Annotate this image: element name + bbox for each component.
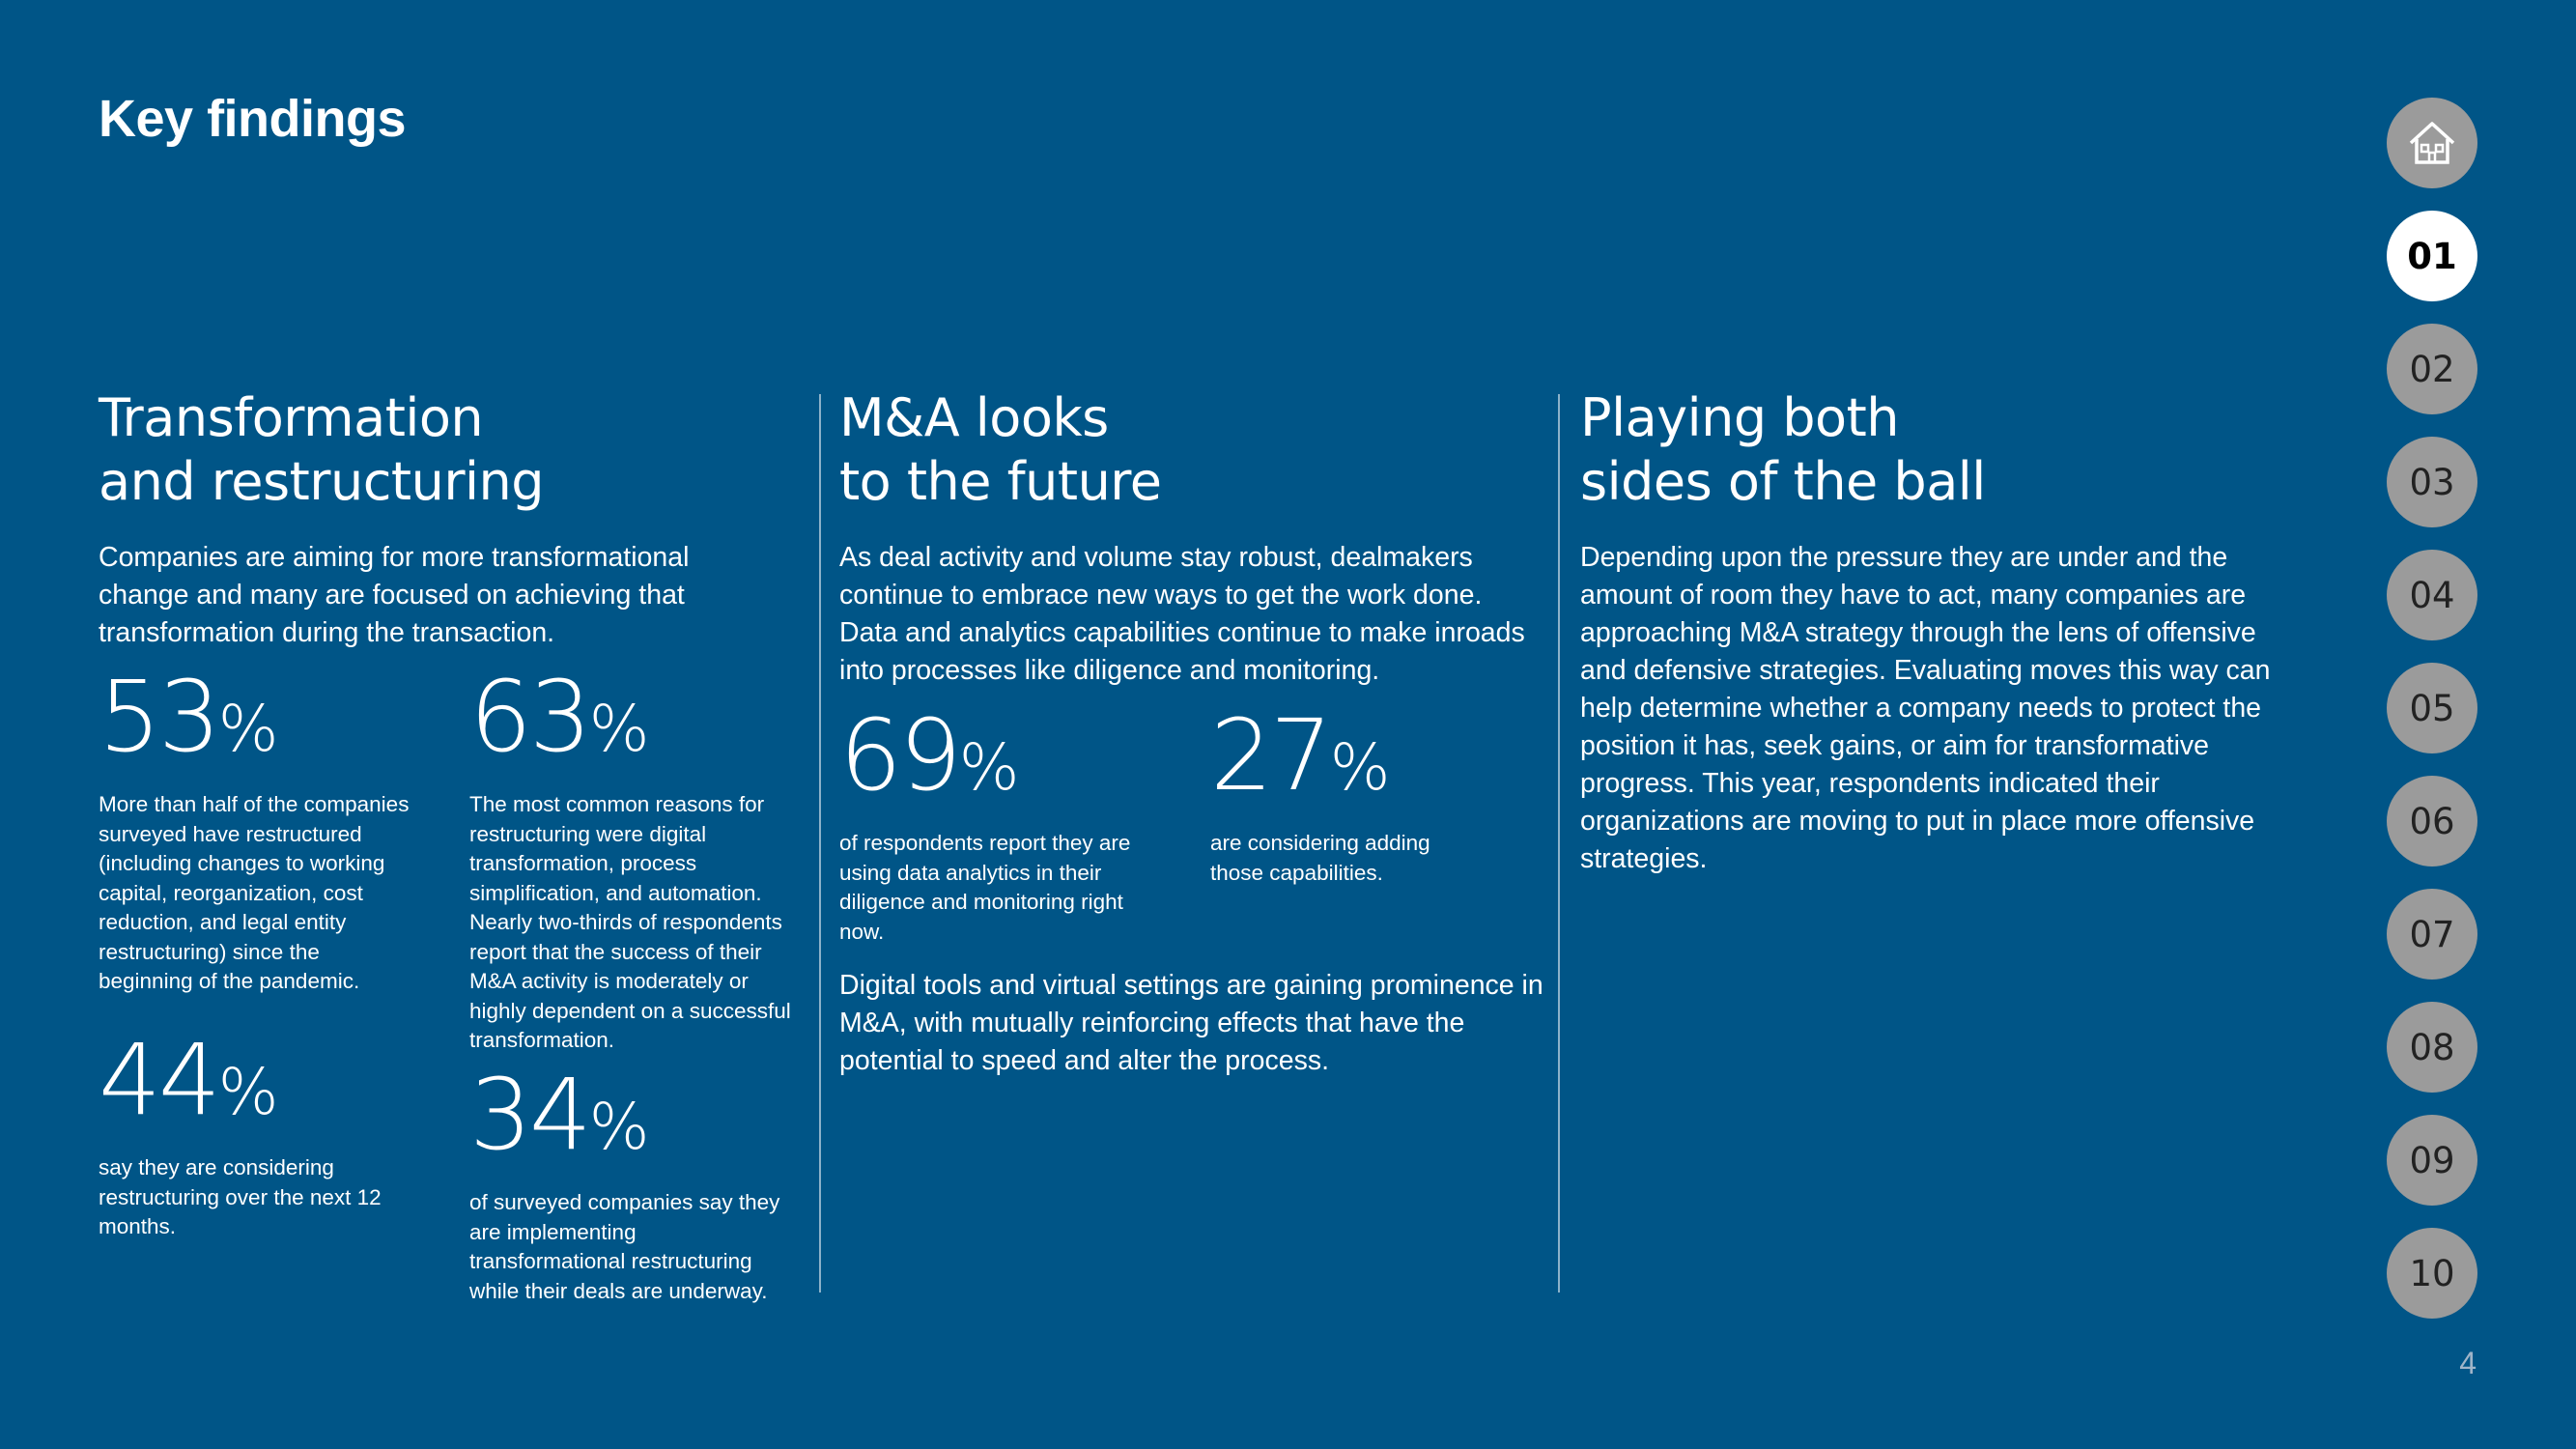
column-heading: M&A looks to the future [839, 386, 1544, 514]
stat-69: 69% of respondents report they are using… [839, 703, 1148, 947]
column-divider [819, 394, 821, 1293]
heading-line: Transformation [99, 387, 484, 448]
stat-value: 53% [99, 660, 279, 775]
nav-section-01[interactable]: 01 [2387, 211, 2477, 301]
nav-section-04[interactable]: 04 [2387, 550, 2477, 640]
stat-27: 27% are considering adding those capabil… [1210, 703, 1481, 888]
section-nav: 01 02 03 04 05 06 07 08 09 10 [2387, 98, 2477, 1341]
stat-value: 44% [99, 1023, 279, 1138]
nav-section-06[interactable]: 06 [2387, 776, 2477, 867]
stat-34: 34% of surveyed companies say they are i… [469, 1063, 798, 1306]
heading-line: to the future [839, 451, 1162, 512]
stat-description: of respondents report they are using dat… [839, 831, 1131, 944]
nav-section-10[interactable]: 10 [2387, 1228, 2477, 1319]
heading-line: Playing both [1580, 387, 1900, 448]
page-number: 4 [2459, 1346, 2477, 1380]
stat-44: 44% say they are considering restructuri… [99, 1028, 388, 1242]
stat-description: The most common reasons for restructurin… [469, 792, 791, 1052]
column-outro: Digital tools and virtual settings are g… [839, 970, 1543, 1076]
column-intro: As deal activity and volume stay robust,… [839, 542, 1525, 686]
stat-value: 63% [469, 660, 650, 775]
page-title: Key findings [99, 90, 407, 148]
stat-description: More than half of the companies surveyed… [99, 792, 410, 993]
column-heading: Transformation and restructuring [99, 386, 813, 514]
stat-value: 69% [839, 698, 1020, 813]
nav-section-07[interactable]: 07 [2387, 889, 2477, 980]
column-heading: Playing both sides of the ball [1580, 386, 2285, 514]
stat-value: 34% [469, 1058, 650, 1173]
nav-section-05[interactable]: 05 [2387, 663, 2477, 753]
stat-63: 63% The most common reasons for restruct… [469, 665, 798, 1056]
stat-description: of surveyed companies say they are imple… [469, 1190, 780, 1303]
nav-home-button[interactable] [2387, 98, 2477, 188]
stat-description: say they are considering restructuring o… [99, 1155, 382, 1238]
heading-line: sides of the ball [1580, 451, 1986, 512]
heading-line: M&A looks [839, 387, 1109, 448]
column-intro: Companies are aiming for more transforma… [99, 542, 690, 648]
column-offense-defense: Playing both sides of the ball Depending… [1580, 386, 2285, 878]
nav-section-02[interactable]: 02 [2387, 324, 2477, 414]
column-divider [1558, 394, 1560, 1293]
column-intro: Depending upon the pressure they are und… [1580, 542, 2271, 874]
nav-section-08[interactable]: 08 [2387, 1002, 2477, 1093]
stat-description: are considering adding those capabilitie… [1210, 831, 1430, 885]
nav-section-09[interactable]: 09 [2387, 1115, 2477, 1206]
nav-section-03[interactable]: 03 [2387, 437, 2477, 527]
stat-53: 53% More than half of the companies surv… [99, 665, 417, 997]
stat-value: 27% [1210, 698, 1391, 813]
column-future: M&A looks to the future As deal activity… [839, 386, 1544, 690]
heading-line: and restructuring [99, 451, 545, 512]
column-transformation: Transformation and restructuring Compani… [99, 386, 813, 652]
home-icon [2409, 122, 2455, 164]
